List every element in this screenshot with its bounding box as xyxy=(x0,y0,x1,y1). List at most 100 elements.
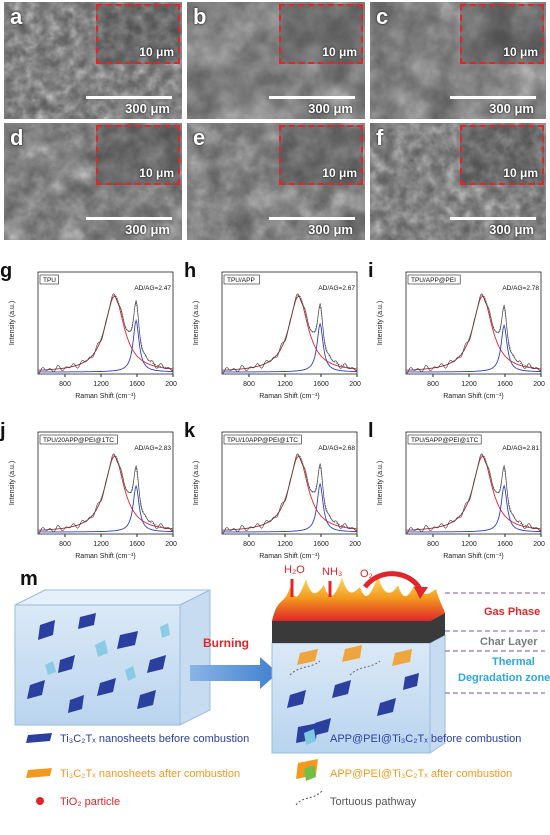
burning-arrow xyxy=(190,657,278,689)
x-axis-label: Raman Shift (cm⁻¹) xyxy=(259,553,319,560)
scale-label: 300 μm xyxy=(489,101,534,116)
scale-bar xyxy=(450,217,536,220)
sum-fit xyxy=(222,454,358,531)
x-axis-label: Raman Shift (cm⁻¹) xyxy=(443,393,503,400)
y-axis-label: Intensity (a.u.) xyxy=(377,461,384,505)
scale-bar xyxy=(269,96,355,99)
x-tick-label: 1600 xyxy=(313,541,329,548)
sum-fit xyxy=(38,294,174,371)
sample-legend-box xyxy=(407,434,482,445)
char-layer xyxy=(272,613,445,643)
raw-spectrum xyxy=(38,293,174,374)
scale-label: 300 μm xyxy=(489,222,534,237)
inset-scale-label: 10 μm xyxy=(503,166,538,180)
raman-panel-j: 800 1200 1600 2000 Raman Shift (cm⁻¹) Intensi… xyxy=(0,420,177,562)
panel-label: l xyxy=(368,420,374,442)
h2o-label: H₂O xyxy=(284,565,305,576)
scale-bar xyxy=(269,217,355,220)
thermal-label: Thermal xyxy=(492,656,535,668)
raman-plot: 800 1200 1600 2000 Raman Shift (cm⁻¹) Intensi… xyxy=(9,271,177,400)
degradation-zone-label: Degradation zone xyxy=(458,672,550,684)
x-tick-label: 800 xyxy=(59,381,71,388)
inset-zoom: 10 μm xyxy=(460,4,544,64)
ad-ag-ratio: AD/AG=2.81 xyxy=(502,445,539,452)
y-axis-label: Intensity (a.u.) xyxy=(193,461,200,505)
x-tick-label: 2000 xyxy=(533,381,545,388)
scale-label: 300 μm xyxy=(125,101,170,116)
panel-label: e xyxy=(193,125,206,150)
raw-spectrum xyxy=(405,293,542,374)
char-layer-label: Char Layer xyxy=(480,636,538,648)
sample-name: TPU/20APP@PEI@1TC xyxy=(43,437,114,444)
sample-name: TPU/APP xyxy=(227,277,255,284)
sum-fit xyxy=(406,294,542,371)
x-tick-label: 800 xyxy=(427,541,439,548)
burned-composite-block xyxy=(271,575,446,754)
sem-panel-c: c 10 μm 300 μm xyxy=(370,2,546,119)
inset-zoom: 10 μm xyxy=(279,125,363,185)
plot-frame xyxy=(221,431,358,535)
nanosheet-before-swatch xyxy=(26,733,52,743)
y-axis-label: Intensity (a.u.) xyxy=(9,461,16,505)
raw-spectrum xyxy=(221,453,358,534)
inset-zoom: 10 μm xyxy=(96,125,180,185)
sample-legend-box xyxy=(407,274,461,285)
plot-frame xyxy=(37,271,174,375)
x-tick-label: 1600 xyxy=(129,381,145,388)
tio2-particle-swatch xyxy=(36,797,44,805)
x-tick-label: 1200 xyxy=(277,541,293,548)
sem-panel-f: f 10 μm 300 μm xyxy=(370,123,546,240)
panel-label: b xyxy=(193,4,207,29)
x-tick-label: 1200 xyxy=(93,381,109,388)
scale-bar xyxy=(450,96,536,99)
gas-phase-label: Gas Phase xyxy=(484,606,540,618)
ad-ag-ratio: AD/AG=2.67 xyxy=(318,285,355,292)
x-tick-label: 2000 xyxy=(349,381,361,388)
arrowhead-icon xyxy=(414,587,428,599)
tortuous-pathway xyxy=(289,660,381,676)
panel-label: j xyxy=(0,420,6,442)
d-band-fit xyxy=(405,455,542,531)
o2-label: O₂ xyxy=(360,568,373,580)
inset-scale-label: 10 μm xyxy=(139,166,174,180)
raman-plot: 800 1200 1600 2000 Raman Shift (cm⁻¹) Intensi… xyxy=(193,271,361,400)
panel-label: f xyxy=(376,125,384,150)
x-tick-label: 1600 xyxy=(129,541,145,548)
d-band-fit xyxy=(221,295,358,371)
sem-panel-d: d 10 μm 300 μm xyxy=(4,123,182,240)
panel-label: d xyxy=(10,125,24,150)
x-tick-label: 2000 xyxy=(349,541,361,548)
inset-scale-label: 10 μm xyxy=(322,45,357,59)
y-axis-label: Intensity (a.u.) xyxy=(9,301,16,345)
x-tick-label: 2000 xyxy=(165,381,177,388)
sample-name: TPU xyxy=(43,277,56,284)
panel-label: h xyxy=(184,260,197,282)
x-axis-label: Raman Shift (cm⁻¹) xyxy=(75,553,135,560)
legend-item-2: Ti₃C₂Tₓ nanosheets after combustion xyxy=(60,768,240,780)
sem-texture xyxy=(370,123,546,240)
x-axis-label: Raman Shift (cm⁻¹) xyxy=(443,553,503,560)
sample-legend-box xyxy=(223,274,260,285)
d-band-fit xyxy=(221,455,358,531)
y-axis-label: Intensity (a.u.) xyxy=(377,301,384,345)
x-tick-label: 2000 xyxy=(165,541,177,548)
x-tick-label: 1600 xyxy=(497,381,513,388)
x-tick-label: 1600 xyxy=(313,381,329,388)
sum-fit xyxy=(38,454,174,531)
x-axis-label: Raman Shift (cm⁻¹) xyxy=(75,393,135,400)
sem-texture xyxy=(370,2,546,119)
raman-panel-i: 800 1200 1600 2000 Raman Shift (cm⁻¹) Intensi… xyxy=(368,260,545,402)
raman-plot: 800 1200 1600 2000 Raman Shift (cm⁻¹) Intensi… xyxy=(377,431,545,560)
x-tick-label: 800 xyxy=(243,541,255,548)
d-band-fit xyxy=(37,295,174,371)
nanosheets-after xyxy=(297,645,412,666)
g-band-fit xyxy=(38,319,173,373)
raman-plot: 800 1200 1600 2000 Raman Shift (cm⁻¹) Intensi… xyxy=(9,431,177,560)
scale-bar xyxy=(86,96,172,99)
nanosheets-before xyxy=(27,613,166,713)
inset-zoom: 10 μm xyxy=(96,4,180,64)
tortuous-pathway-swatch xyxy=(295,790,323,806)
sem-texture xyxy=(4,123,182,240)
raw-spectrum xyxy=(221,293,358,374)
inset-scale-label: 10 μm xyxy=(139,45,174,59)
